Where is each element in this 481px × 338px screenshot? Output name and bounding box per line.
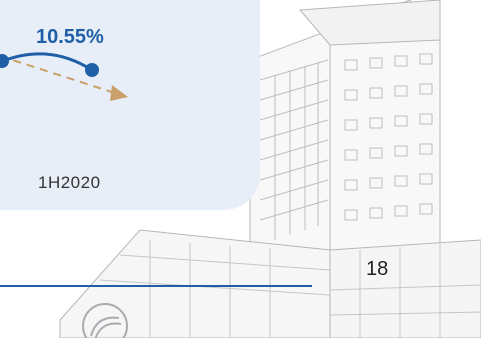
footer-divider bbox=[0, 285, 312, 287]
chart-panel bbox=[0, 0, 260, 210]
trend-line bbox=[0, 52, 93, 72]
value-label: 10.55% bbox=[36, 26, 104, 48]
company-logo-icon bbox=[82, 303, 128, 338]
trend-point-start bbox=[0, 54, 9, 68]
trend-chart bbox=[0, 52, 128, 101]
trend-arrowhead bbox=[110, 85, 128, 101]
trend-dashed-line bbox=[0, 55, 119, 95]
period-label: 1H2020 bbox=[38, 173, 101, 192]
page-number: 18 bbox=[366, 258, 389, 280]
trend-point-end bbox=[85, 63, 99, 77]
